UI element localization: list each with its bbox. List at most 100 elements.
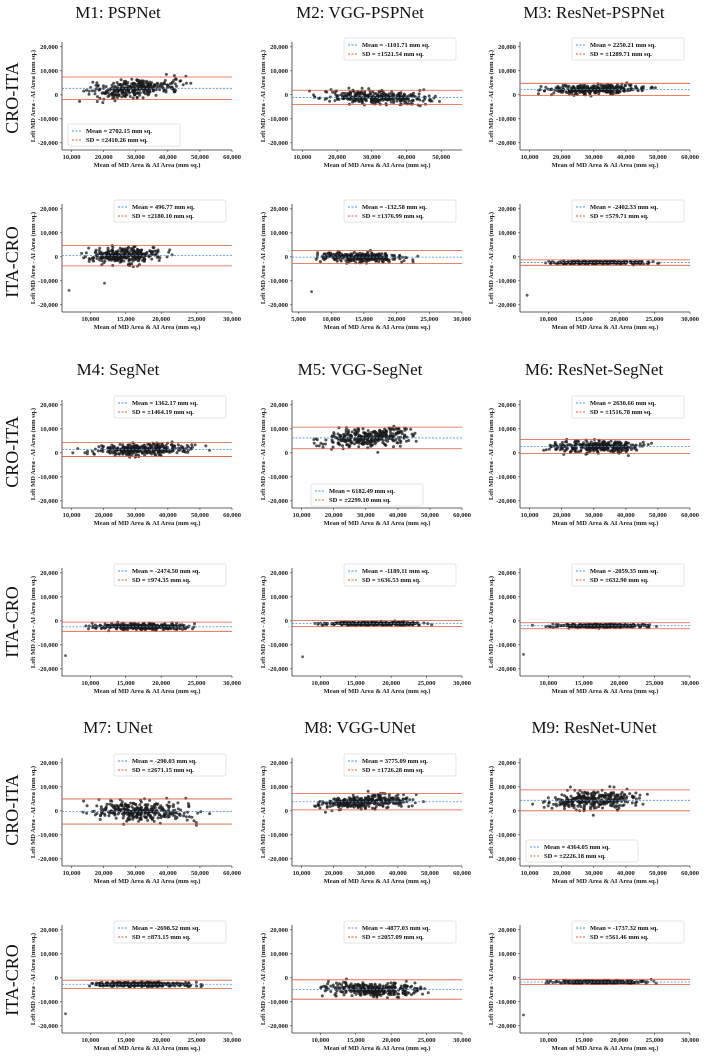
y-tick-label: 10,000 (498, 68, 516, 75)
y-tick-label: 20,000 (498, 402, 516, 409)
data-point (122, 259, 126, 263)
data-point (175, 84, 178, 88)
data-point (128, 95, 132, 98)
data-point (376, 94, 380, 98)
data-point (95, 812, 99, 815)
data-point (351, 89, 355, 93)
data-point (332, 797, 336, 801)
data-point (143, 451, 147, 454)
data-point (105, 90, 109, 94)
data-point (343, 252, 347, 256)
data-point (614, 85, 618, 89)
x-tick-label: 20,000 (328, 154, 346, 161)
data-point (328, 99, 332, 103)
data-point (150, 257, 154, 261)
x-axis-label: Mean of MD Area & AI Area (mm sq.) (324, 324, 431, 331)
data-point (92, 256, 96, 260)
title-m7: M7: UNet (83, 718, 153, 737)
data-point (141, 445, 145, 449)
data-point (132, 85, 136, 89)
data-point (357, 445, 361, 449)
data-point (565, 91, 569, 95)
data-point (402, 619, 406, 623)
data-point (642, 443, 646, 447)
legend-mean-label: Mean = 2702.15 mm sq. (86, 128, 152, 135)
data-point (144, 81, 148, 85)
x-tick-label: 10,000 (293, 512, 311, 519)
data-point (623, 260, 627, 264)
data-point (318, 260, 322, 264)
data-point (113, 84, 117, 88)
data-point (152, 804, 156, 808)
data-point (85, 88, 88, 92)
data-point (116, 249, 120, 253)
x-axis-label: Mean of MD Area & AI Area (mm sq.) (94, 688, 201, 695)
data-point (331, 445, 335, 449)
data-point (184, 625, 188, 629)
legend: Mean = -1101.71 mm sq.SD = ±1521.54 mm s… (343, 37, 457, 61)
x-tick-label: 30,000 (453, 316, 471, 323)
data-point (174, 77, 178, 81)
data-point (178, 79, 182, 83)
scatter-points (522, 622, 658, 656)
x-tick-label: 30,000 (223, 316, 241, 323)
x-tick-label: 10,000 (539, 680, 557, 687)
data-point (127, 452, 131, 456)
data-point (71, 451, 75, 455)
data-point (159, 816, 163, 820)
data-point (137, 259, 141, 263)
data-point (130, 262, 134, 266)
data-point (638, 442, 642, 446)
legend: Mean = 2702.15 mm sq.SD = ±2410.26 mm sq… (67, 123, 181, 147)
data-point (576, 450, 580, 454)
legend-sd-label: SD = ±974.35 mm sq. (132, 577, 191, 584)
data-point (112, 444, 115, 448)
data-point (312, 93, 316, 97)
data-point (371, 795, 375, 799)
data-point (597, 440, 601, 444)
y-tick-label: -20,000 (496, 498, 516, 505)
data-point (126, 262, 130, 266)
data-point (161, 82, 165, 86)
data-point (335, 621, 339, 625)
data-point (332, 802, 336, 806)
data-point (352, 259, 356, 262)
data-point (97, 445, 101, 449)
data-point (543, 89, 546, 93)
data-point (148, 249, 152, 253)
data-point (353, 803, 357, 806)
data-point (85, 804, 89, 808)
x-tick-label: 20,000 (95, 870, 113, 877)
data-point (130, 90, 134, 94)
data-point (93, 447, 97, 451)
x-tick-label: 10,000 (63, 870, 81, 877)
data-point (640, 260, 644, 264)
y-tick-label: -10,000 (268, 116, 288, 123)
data-point (139, 800, 143, 804)
data-point (385, 806, 389, 810)
x-axis-label: Mean of MD Area & AI Area (mm sq.) (94, 324, 201, 331)
y-tick-label: -20,000 (268, 302, 288, 309)
data-point (152, 246, 156, 250)
y-tick-label: -10,000 (268, 474, 288, 481)
x-tick-label: 10,000 (293, 870, 311, 877)
data-point (149, 450, 152, 454)
x-axis-label: Mean of MD Area & AI Area (mm sq.) (94, 878, 201, 885)
data-point (134, 257, 138, 261)
data-point (128, 257, 131, 261)
data-point (323, 97, 327, 101)
data-point (349, 91, 353, 95)
y-tick-label: -10,000 (496, 474, 516, 481)
data-point (182, 814, 186, 818)
data-point (154, 93, 158, 97)
data-point (384, 438, 388, 442)
data-point (568, 450, 572, 454)
data-point (396, 430, 400, 434)
x-tick-label: 15,000 (347, 680, 365, 687)
data-point (96, 83, 100, 87)
data-point (646, 443, 650, 446)
data-point (154, 252, 158, 256)
x-tick-label: 30,000 (585, 512, 603, 519)
